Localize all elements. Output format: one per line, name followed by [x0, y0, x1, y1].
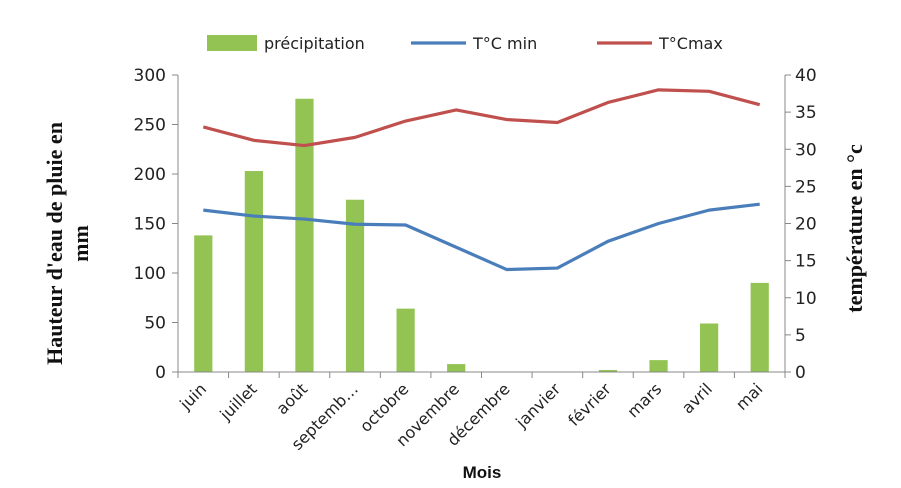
right-axis: 0 5 10 15 20 25 30 35 40 — [784, 66, 817, 383]
right-tick-label: 15 — [795, 252, 817, 272]
right-tick-label: 25 — [795, 177, 817, 197]
right-tick-label: 30 — [795, 140, 817, 160]
left-tick-label: 300 — [134, 66, 166, 86]
precipitation-bar — [700, 323, 719, 372]
x-category-label: avril — [678, 379, 716, 417]
y-axis-label-line-1: Hauteur d'eau de pluie en — [42, 122, 67, 365]
legend-label: précipitation — [264, 34, 365, 53]
tmax-line — [202, 88, 761, 148]
left-tick-label: 150 — [134, 215, 166, 235]
y-axis-label-line-2: mm — [68, 225, 93, 262]
precipitation-bar — [447, 364, 466, 372]
x-axis: juin juillet aoûtseptemb…octobrenovembredé… — [175, 371, 786, 454]
precipitation-bar — [244, 171, 263, 372]
left-tick-label: 200 — [134, 165, 166, 185]
x-category-label: février — [564, 379, 615, 430]
precipitation-bar — [750, 282, 769, 372]
left-tick-label: 50 — [144, 314, 166, 334]
right-tick-label: 35 — [795, 103, 817, 123]
right-tick-label: 40 — [795, 66, 817, 86]
precipitation-bar — [345, 199, 365, 372]
tmin-line — [203, 202, 760, 272]
legend-swatch-precipitation — [207, 35, 257, 51]
precipitation-bar — [295, 98, 314, 372]
left-tick-label: 0 — [155, 363, 166, 383]
precipitation-bar — [598, 370, 618, 372]
right-tick-label: 5 — [795, 326, 806, 346]
y2-axis-label: température en °c — [842, 144, 867, 313]
x-category-label: janvier — [511, 379, 564, 432]
x-axis-label: Mois — [463, 463, 502, 482]
x-category-label: juin — [175, 379, 210, 414]
right-tick-label: 10 — [795, 289, 817, 309]
left-tick-label: 250 — [134, 116, 166, 136]
temperature-lines — [202, 88, 761, 272]
precipitation-bar — [649, 360, 668, 372]
x-category-label: mars — [623, 379, 665, 421]
left-tick-label: 100 — [134, 264, 166, 284]
left-axis: 0 50 100 150 200 250 300 — [134, 66, 179, 383]
x-category-label: mai — [732, 379, 767, 414]
x-category-label: août — [272, 379, 311, 418]
precipitation-bar — [396, 308, 415, 372]
legend-label: T°Cmax — [658, 34, 723, 53]
x-category-label: juillet — [215, 379, 260, 424]
right-tick-label: 20 — [795, 215, 817, 235]
legend: précipitation T°C min T°Cmax — [207, 34, 723, 53]
precipitation-bars — [194, 98, 769, 372]
legend-label: T°C min — [472, 34, 537, 53]
precipitation-bar — [194, 235, 213, 372]
right-tick-label: 0 — [795, 363, 806, 383]
